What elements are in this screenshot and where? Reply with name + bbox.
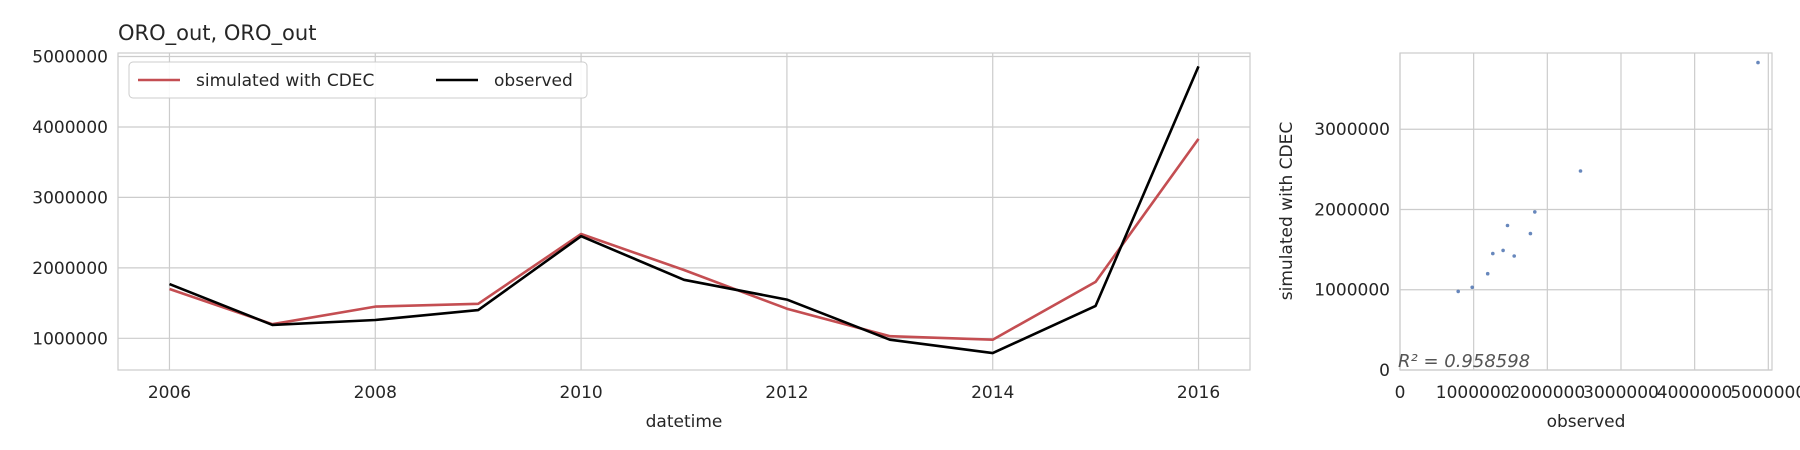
scatter-y-axis-label: simulated with CDEC (1277, 122, 1297, 300)
x-tick-label: 2010 (559, 383, 602, 403)
scatter-point (1456, 289, 1460, 294)
scatter-tick-labels: 0 100000020000003000000400000050000000100… (1314, 120, 1800, 403)
r-squared-annotation: R² = 0.958598 (1398, 351, 1530, 372)
x-tick-label: 2006 (148, 383, 191, 403)
scatter-x-tick-label: 2000000 (1509, 383, 1585, 403)
scatter-point (1512, 254, 1516, 258)
x-axis-label: datetime (646, 412, 723, 432)
x-tick-label: 2014 (971, 383, 1014, 403)
legend-label-observed: observed (494, 71, 573, 91)
scatter-point (1578, 169, 1583, 173)
grid (118, 53, 1250, 370)
y-tick-label: 4000000 (32, 118, 108, 138)
scatter-x-tick-label: 5000000 (1730, 383, 1800, 403)
scatter-point (1491, 251, 1495, 256)
series-line-simulated (169, 138, 1200, 342)
chart-title: ORO_out, ORO_out (118, 21, 316, 46)
scatter-point (1533, 210, 1537, 214)
y-tick-label: 5000000 (32, 48, 108, 68)
scatter-x-tick-label: 0 (1395, 383, 1406, 403)
scatter-point (1756, 60, 1760, 65)
scatter-x-tick-label: 4000000 (1657, 383, 1733, 403)
scatter-point (1528, 231, 1533, 236)
scatter-y-tick-label: 2000000 (1314, 200, 1390, 220)
series-lines (169, 65, 1200, 355)
scatter-plot-area (1399, 52, 1773, 371)
scatter-chart: 0 100000020000003000000400000050000000100… (1277, 52, 1800, 432)
x-tick-label: 2016 (1177, 383, 1220, 403)
scatter-point (1501, 248, 1505, 253)
y-tick-label: 3000000 (32, 188, 108, 208)
y-tick-label: 2000000 (32, 259, 108, 279)
line-chart: ORO_out, ORO_out 2006 2008 2010 2012 2014 201… (32, 21, 1251, 432)
x-tick-label: 2008 (354, 383, 397, 403)
legend-frame (128, 61, 588, 99)
legend-label-simulated: simulated with CDEC (196, 71, 374, 91)
scatter-point (1470, 285, 1474, 290)
scatter-point (1505, 223, 1510, 228)
scatter-grid (1399, 53, 1772, 371)
scatter-point (1485, 271, 1490, 276)
scatter-x-tick-label: 1000000 (1436, 383, 1512, 403)
scatter-x-tick-label: 3000000 (1583, 383, 1659, 403)
scatter-points (1456, 60, 1760, 294)
tick-labels: 2006 2008 2010 2012 2014 2016 1000000 2000000 30… (32, 48, 1220, 403)
y-tick-label: 1000000 (32, 329, 108, 349)
scatter-y-tick-label: 0 (1379, 361, 1390, 381)
x-tick-label: 2012 (765, 383, 808, 403)
scatter-y-tick-label: 1000000 (1314, 281, 1390, 301)
scatter-y-tick-label: 3000000 (1314, 120, 1390, 140)
series-line-observed (169, 65, 1200, 355)
legend: simulated with CDEC observed (128, 61, 588, 99)
scatter-x-axis-label: observed (1547, 412, 1626, 432)
